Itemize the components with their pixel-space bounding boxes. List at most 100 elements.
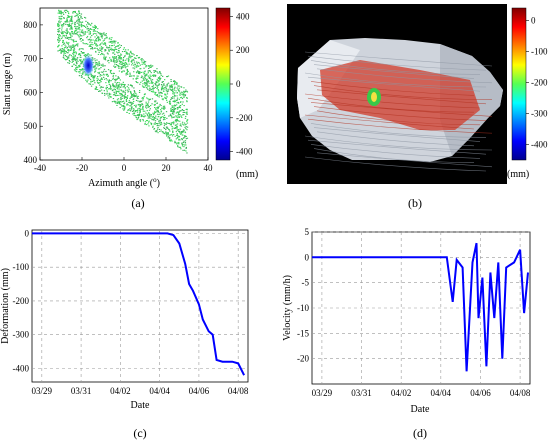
a-scatter-point bbox=[120, 90, 123, 92]
a-scatter-point bbox=[115, 61, 117, 63]
a-scatter-point bbox=[180, 86, 182, 88]
a-scatter-point bbox=[129, 75, 131, 77]
a-scatter-point bbox=[151, 79, 154, 81]
a-scatter-point bbox=[70, 48, 72, 50]
a-scatter-point bbox=[145, 120, 148, 122]
a-scatter-point bbox=[117, 86, 119, 88]
a-scatter-point bbox=[136, 114, 138, 116]
a-scatter-point bbox=[166, 84, 168, 86]
a-scatter-point bbox=[122, 70, 124, 72]
a-scatter-point bbox=[184, 132, 187, 134]
a-scatter-point bbox=[94, 36, 96, 38]
a-scatter-point bbox=[175, 83, 177, 85]
a-scatter-point bbox=[132, 67, 134, 69]
a-scatter-point bbox=[121, 93, 123, 95]
a-scatter-point bbox=[140, 104, 142, 106]
a-scatter-point bbox=[159, 119, 161, 121]
a-scatter-point bbox=[140, 100, 142, 102]
a-scatter-point bbox=[70, 38, 72, 40]
a-scatter-point bbox=[90, 54, 92, 56]
a-scatter-point bbox=[147, 80, 149, 82]
a-scatter-point bbox=[112, 86, 114, 88]
a-scatter-point bbox=[166, 99, 168, 101]
a-scatter-point bbox=[100, 46, 103, 48]
a-scatter-point bbox=[139, 120, 142, 122]
a-scatter-point bbox=[81, 61, 83, 63]
a-scatter-point bbox=[177, 129, 180, 131]
a-scatter-point bbox=[88, 33, 90, 35]
a-scatter-point bbox=[151, 86, 153, 88]
a-scatter-point bbox=[150, 81, 153, 83]
a-scatter-point bbox=[171, 84, 173, 86]
a-scatter-point bbox=[181, 144, 184, 146]
a-scatter-point bbox=[97, 76, 99, 78]
a-scatter-point bbox=[177, 85, 179, 87]
a-scatter-point bbox=[153, 112, 156, 114]
a-scatter-point bbox=[122, 86, 124, 88]
a-scatter-point bbox=[171, 135, 174, 137]
a-scatter-point bbox=[128, 59, 130, 61]
a-scatter-point bbox=[72, 56, 75, 58]
a-scatter-point bbox=[172, 106, 174, 108]
a-scatter-point bbox=[142, 107, 144, 109]
a-ytick-label: 700 bbox=[24, 54, 38, 64]
a-scatter-point bbox=[143, 113, 145, 115]
a-scatter-point bbox=[101, 32, 103, 34]
a-scatter-point bbox=[161, 88, 163, 90]
a-scatter-point bbox=[161, 98, 163, 100]
a-scatter-point bbox=[113, 56, 116, 58]
a-scatter-point bbox=[172, 121, 174, 123]
a-scatter-point bbox=[78, 54, 80, 56]
a-scatter-point bbox=[163, 122, 165, 124]
c-ytick-label: -400 bbox=[13, 363, 30, 373]
a-scatter-point bbox=[118, 86, 120, 88]
a-scatter-point bbox=[105, 35, 107, 37]
a-scatter-point bbox=[124, 108, 126, 110]
a-scatter-point bbox=[173, 116, 175, 118]
a-scatter-point bbox=[93, 30, 95, 32]
a-scatter-point bbox=[178, 135, 180, 137]
a-scatter-point bbox=[132, 75, 134, 77]
b-terrain-stripe bbox=[313, 64, 475, 79]
a-scatter-point bbox=[123, 59, 125, 61]
a-scatter-point bbox=[134, 57, 136, 59]
a-scatter-point bbox=[108, 48, 110, 50]
a-scatter-point bbox=[109, 49, 112, 51]
a-scatter-point bbox=[176, 119, 178, 121]
a-scatter-point bbox=[113, 61, 116, 63]
a-scatter-point bbox=[155, 70, 157, 72]
a-scatter-point bbox=[96, 36, 99, 38]
a-scatter-point bbox=[127, 73, 129, 75]
a-scatter-point bbox=[70, 20, 72, 22]
a-scatter-point bbox=[105, 74, 108, 76]
a-scatter-point bbox=[73, 69, 76, 71]
a-scatter-point bbox=[62, 40, 64, 42]
a-scatter-point bbox=[154, 93, 156, 95]
a-scatter-point bbox=[95, 86, 98, 88]
a-scatter-point bbox=[105, 88, 107, 90]
a-scatter-point bbox=[173, 80, 175, 82]
a-scatter-point bbox=[178, 130, 181, 132]
a-scatter-point bbox=[152, 116, 154, 118]
a-scatter-point bbox=[89, 28, 91, 30]
a-scatter-point bbox=[157, 108, 159, 110]
a-scatter-point bbox=[145, 86, 147, 88]
a-scatter-point bbox=[144, 93, 146, 95]
a-scatter-point bbox=[151, 119, 153, 121]
a-scatter-point bbox=[96, 34, 98, 36]
a-scatter-point bbox=[98, 73, 100, 75]
a-scatter-point bbox=[94, 24, 96, 26]
a-scatter-point bbox=[108, 38, 110, 40]
a-scatter-point bbox=[154, 70, 157, 72]
a-scatter-point bbox=[158, 77, 160, 79]
a-scatter-point bbox=[149, 87, 151, 89]
a-scatter-point bbox=[135, 71, 138, 73]
a-scatter-point bbox=[157, 79, 159, 81]
a-scatter-point bbox=[173, 108, 175, 110]
c-ytick-label: -100 bbox=[13, 262, 30, 272]
a-scatter-point bbox=[65, 45, 67, 47]
a-scatter-point bbox=[98, 38, 100, 40]
a-scatter-point bbox=[186, 120, 188, 122]
a-scatter-point bbox=[158, 105, 160, 107]
a-scatter-point bbox=[151, 74, 154, 76]
